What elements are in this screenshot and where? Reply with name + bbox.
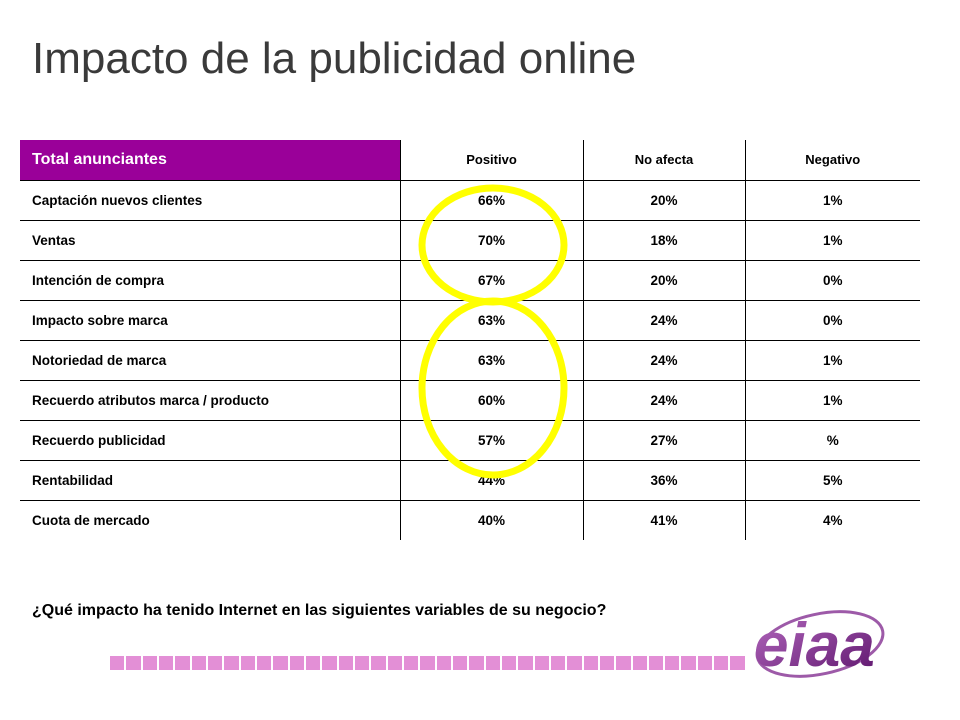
cell-positivo: 66% bbox=[399, 179, 583, 220]
cell-negativo: 0% bbox=[744, 299, 920, 340]
cell-positivo: 44% bbox=[399, 459, 583, 500]
cell-positivo: 57% bbox=[399, 419, 583, 460]
cell-no-afecta: 18% bbox=[582, 219, 745, 260]
table-row: Recuerdo atributos marca / producto 60% … bbox=[20, 379, 920, 420]
cell-negativo: 1% bbox=[744, 379, 920, 420]
table-row: Notoriedad de marca 63% 24% 1% bbox=[20, 339, 920, 380]
cell-positivo: 40% bbox=[399, 499, 583, 540]
cell-no-afecta: 20% bbox=[582, 179, 745, 220]
table-corner-label: Total anunciantes bbox=[20, 140, 400, 181]
row-label: Recuerdo atributos marca / producto bbox=[20, 379, 400, 420]
cell-negativo: 5% bbox=[744, 459, 920, 500]
cell-negativo: 1% bbox=[744, 219, 920, 260]
table-row: Recuerdo publicidad 57% 27% % bbox=[20, 419, 920, 460]
cell-no-afecta: 20% bbox=[582, 259, 745, 300]
cell-negativo: 1% bbox=[744, 179, 920, 220]
row-label: Cuota de mercado bbox=[20, 499, 400, 540]
cell-positivo: 67% bbox=[399, 259, 583, 300]
cell-positivo: 70% bbox=[399, 219, 583, 260]
row-label: Recuerdo publicidad bbox=[20, 419, 400, 460]
survey-question: ¿Qué impacto ha tenido Internet en las s… bbox=[32, 602, 607, 619]
table-row: Rentabilidad 44% 36% 5% bbox=[20, 459, 920, 500]
cell-negativo: 0% bbox=[744, 259, 920, 300]
cell-negativo: % bbox=[744, 419, 920, 460]
cell-negativo: 4% bbox=[744, 499, 920, 540]
cell-no-afecta: 27% bbox=[582, 419, 745, 460]
table-header-row: Total anunciantes Positivo No afecta Neg… bbox=[20, 140, 920, 181]
eiaa-logo: eiaa bbox=[754, 610, 885, 680]
column-header-positivo: Positivo bbox=[399, 140, 583, 180]
results-table: Total anunciantes Positivo No afecta Neg… bbox=[20, 140, 920, 540]
row-label: Captación nuevos clientes bbox=[20, 179, 400, 220]
row-label: Rentabilidad bbox=[20, 459, 400, 500]
cell-no-afecta: 24% bbox=[582, 339, 745, 380]
cell-negativo: 1% bbox=[744, 339, 920, 380]
svg-text:eiaa: eiaa bbox=[754, 611, 875, 680]
table-row: Cuota de mercado 40% 41% 4% bbox=[20, 499, 920, 540]
cell-positivo: 63% bbox=[399, 299, 583, 340]
table-row: Captación nuevos clientes 66% 20% 1% bbox=[20, 179, 920, 220]
cell-positivo: 60% bbox=[399, 379, 583, 420]
column-header-negativo: Negativo bbox=[744, 140, 920, 180]
row-label: Ventas bbox=[20, 219, 400, 260]
cell-no-afecta: 24% bbox=[582, 299, 745, 340]
decorative-stripe-bar bbox=[110, 656, 745, 670]
column-header-no-afecta: No afecta bbox=[582, 140, 745, 180]
row-label: Impacto sobre marca bbox=[20, 299, 400, 340]
cell-no-afecta: 41% bbox=[582, 499, 745, 540]
cell-no-afecta: 36% bbox=[582, 459, 745, 500]
row-label: Notoriedad de marca bbox=[20, 339, 400, 380]
row-label: Intención de compra bbox=[20, 259, 400, 300]
page-title: Impacto de la publicidad online bbox=[32, 34, 637, 83]
table-row: Intención de compra 67% 20% 0% bbox=[20, 259, 920, 300]
table-row: Ventas 70% 18% 1% bbox=[20, 219, 920, 260]
cell-positivo: 63% bbox=[399, 339, 583, 380]
cell-no-afecta: 24% bbox=[582, 379, 745, 420]
table-row: Impacto sobre marca 63% 24% 0% bbox=[20, 299, 920, 340]
